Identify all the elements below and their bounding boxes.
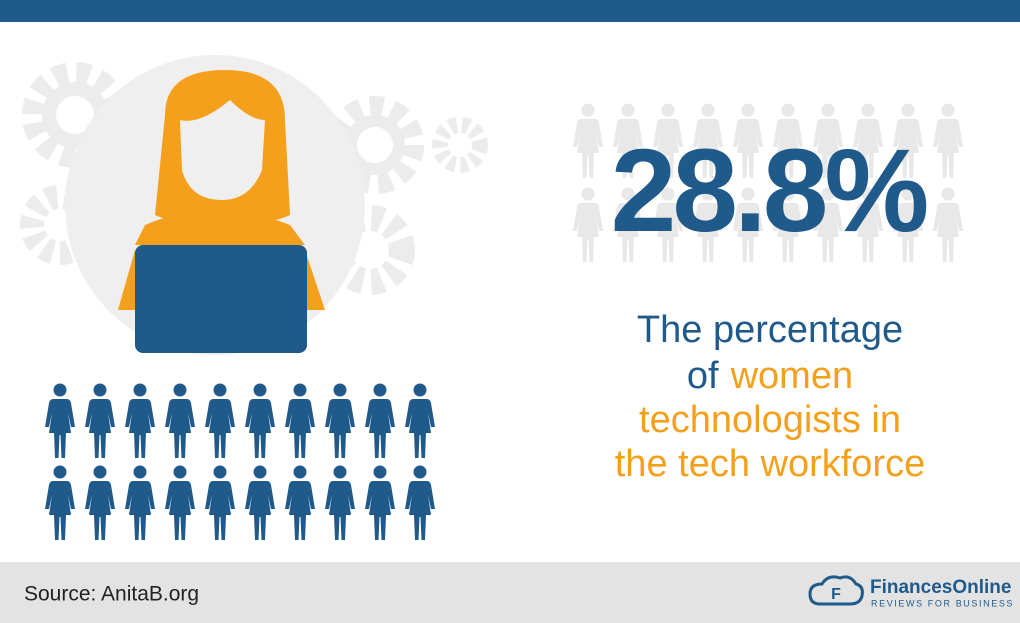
figure-base	[165, 383, 195, 458]
figure-base	[325, 465, 355, 540]
faded-figure	[573, 187, 603, 262]
figure-base	[45, 383, 75, 458]
figure-base	[245, 465, 275, 540]
person-figure	[245, 465, 275, 540]
person-figure	[205, 465, 235, 540]
woman-illustration	[118, 70, 325, 353]
person-figure	[165, 383, 195, 458]
figure-base	[205, 465, 235, 540]
figure-base	[325, 383, 355, 458]
top-bar	[0, 0, 1020, 22]
figure-base	[45, 465, 75, 540]
figure-base	[85, 465, 115, 540]
person-figure	[405, 383, 435, 458]
figure-base	[405, 465, 435, 540]
description-part: women	[730, 355, 854, 397]
person-figure	[45, 383, 75, 458]
tagline: REVIEWS FOR BUSINESS	[871, 598, 1014, 608]
source: Source: AnitaB.org	[24, 583, 199, 606]
person-figure	[245, 383, 275, 458]
person-figure	[405, 465, 435, 540]
description-part: the tech workforce	[615, 443, 925, 485]
description-part: The percentage	[637, 309, 903, 351]
person-figure	[165, 465, 195, 540]
figure-base	[365, 383, 395, 458]
brand-logo: F	[808, 575, 864, 606]
description-part: of	[687, 355, 719, 397]
description-part: technologists in	[639, 399, 901, 441]
person-figure	[85, 465, 115, 540]
person-figure	[125, 465, 155, 540]
person-figure	[205, 383, 235, 458]
brand: FinancesOnline	[870, 577, 1011, 598]
figure-base	[125, 465, 155, 540]
person-figure	[365, 383, 395, 458]
person-figure	[125, 383, 155, 458]
figure-base	[285, 383, 315, 458]
faded-figure	[933, 103, 963, 178]
figure-base	[245, 383, 275, 458]
description: The percentage of women technologists in the…	[615, 309, 925, 485]
faded-figure	[573, 103, 603, 178]
person-figure	[45, 465, 75, 540]
person-figure	[85, 383, 115, 458]
figure-base	[125, 383, 155, 458]
svg-text:F: F	[831, 586, 841, 603]
person-figure	[285, 383, 315, 458]
statistic: 28.8%	[611, 125, 927, 257]
figure-base	[205, 383, 235, 458]
figure-base	[165, 465, 195, 540]
figure-base	[85, 383, 115, 458]
person-figure	[325, 465, 355, 540]
person-figure	[325, 383, 355, 458]
figure-base	[405, 383, 435, 458]
person-figure	[285, 465, 315, 540]
person-figure	[365, 465, 395, 540]
footer-bar	[0, 562, 1020, 623]
figure-base	[365, 465, 395, 540]
figure-base	[285, 465, 315, 540]
faded-figure	[933, 187, 963, 262]
pictogram	[45, 383, 435, 540]
